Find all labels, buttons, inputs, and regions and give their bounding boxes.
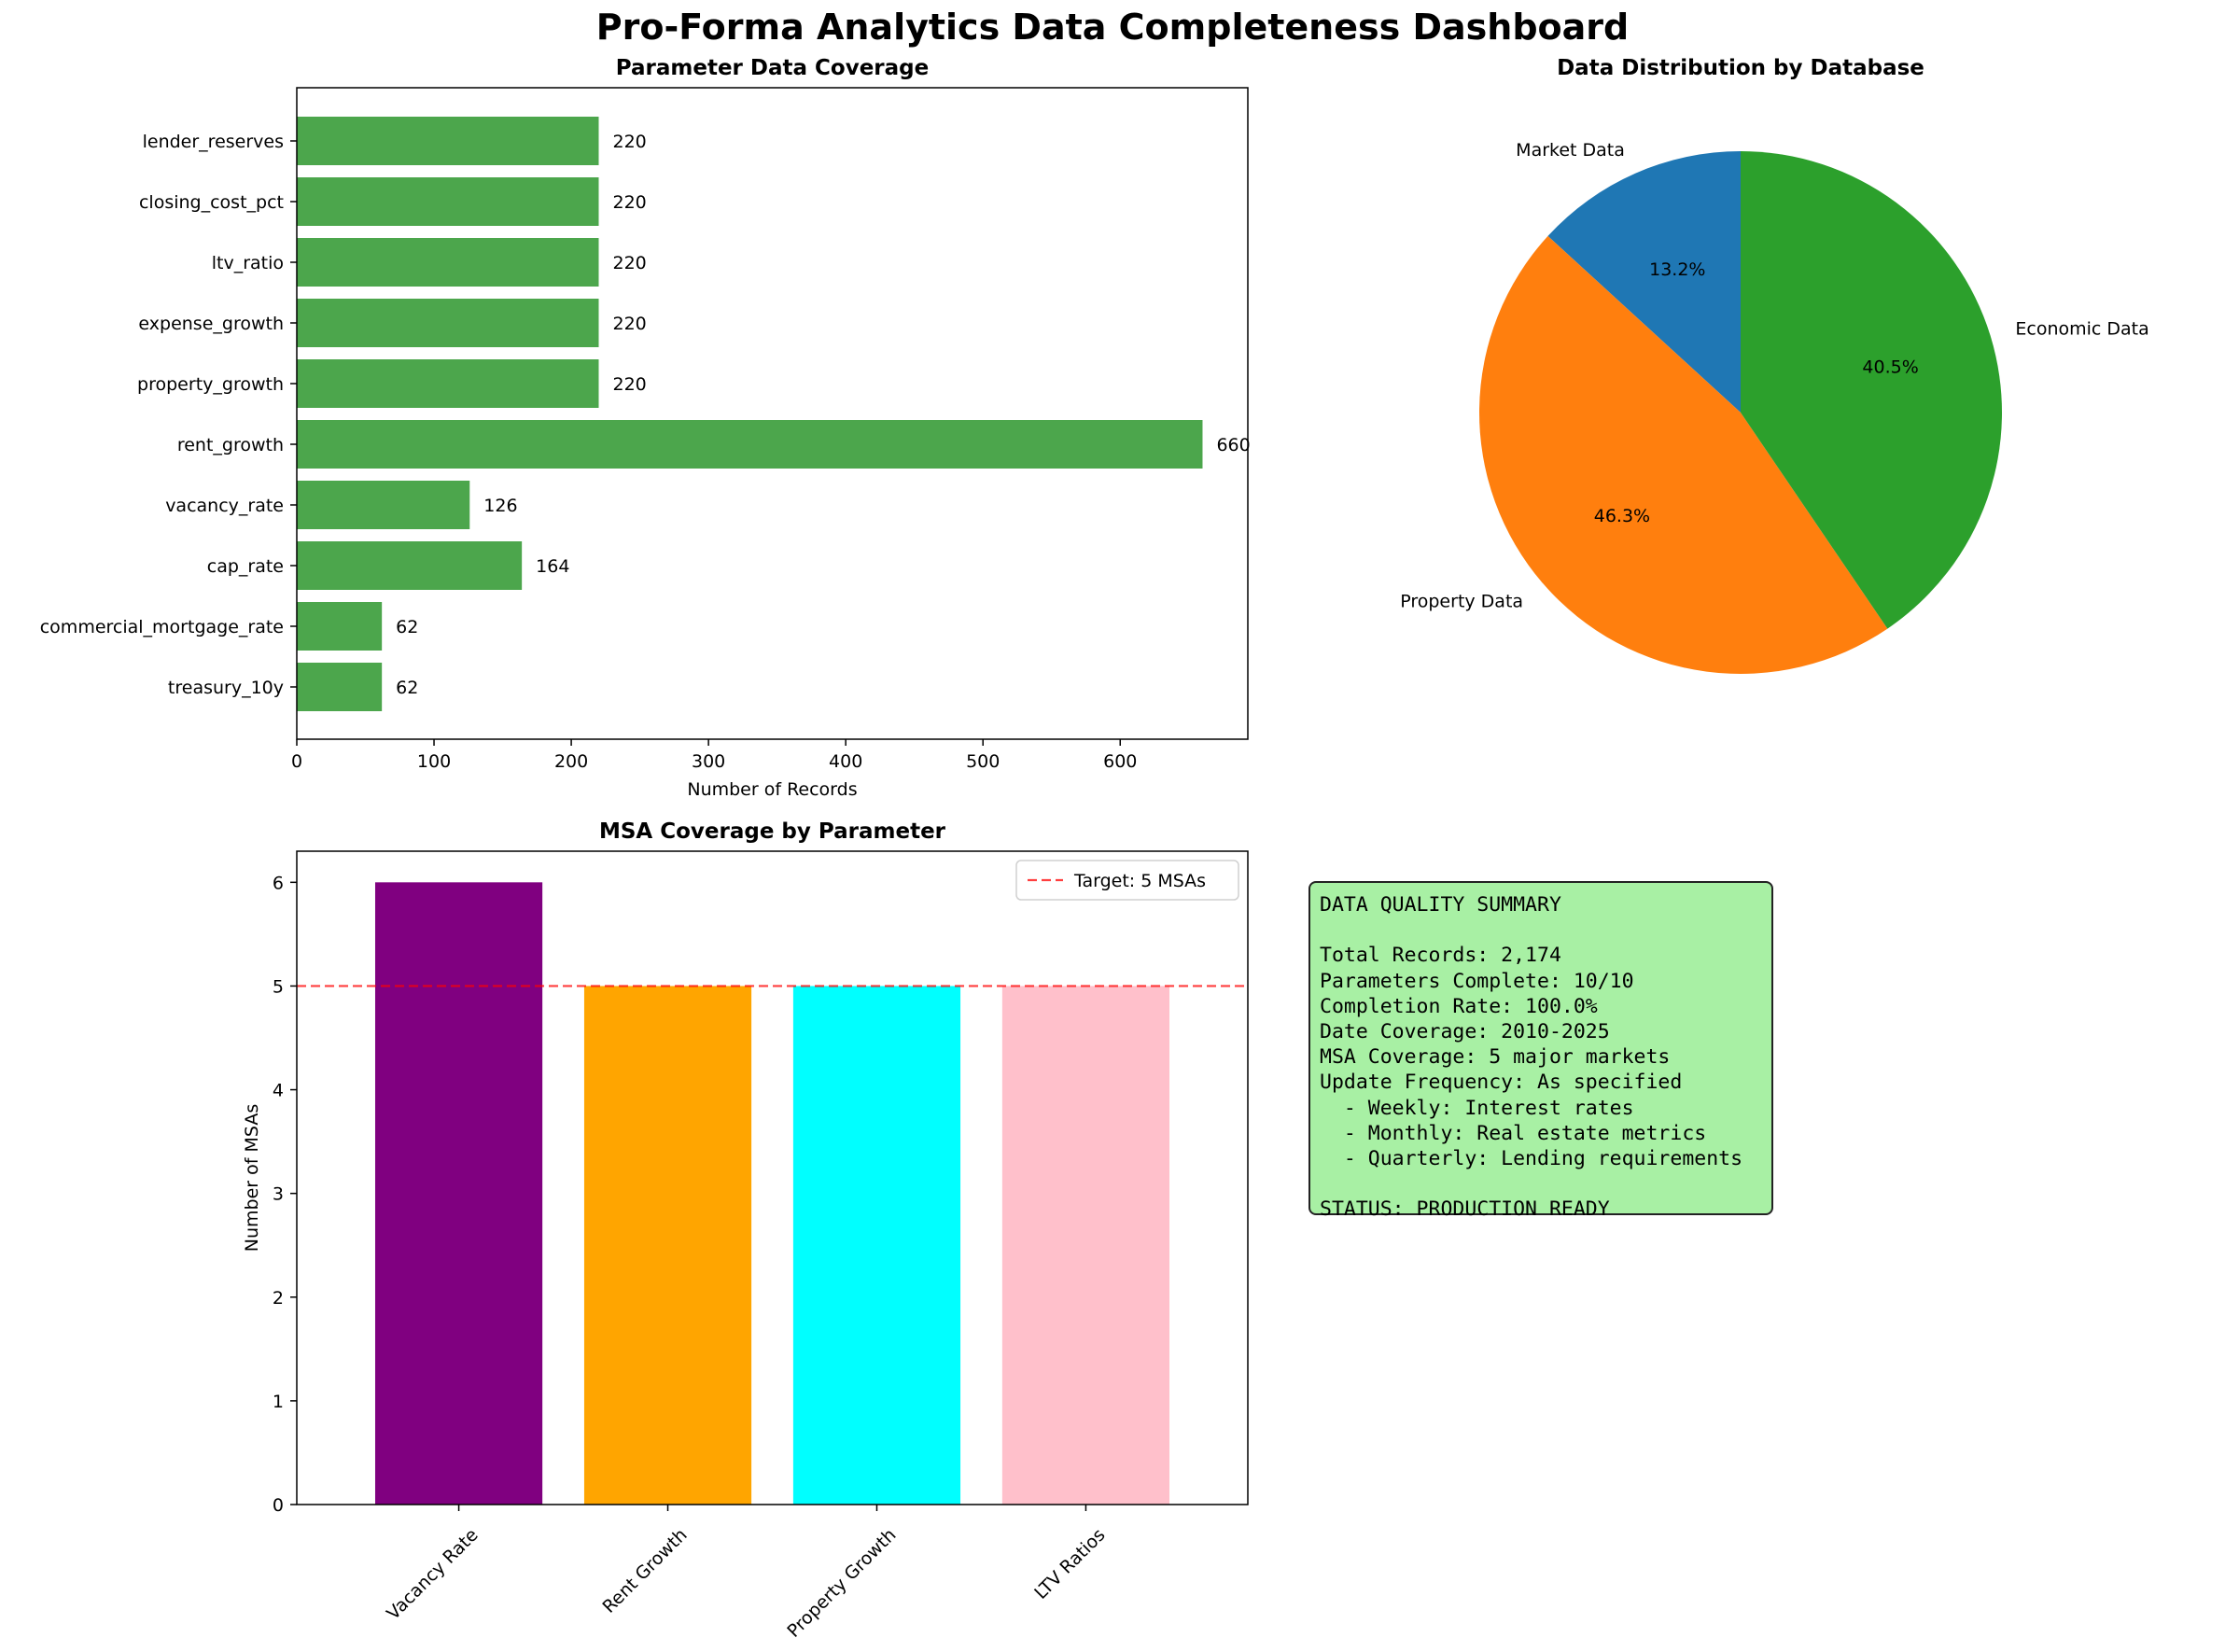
msa-chart-title: MSA Coverage by Parameter [599,819,946,844]
msa-plot-frame [296,850,1249,1505]
coverage-bar-expense_growth [297,299,599,347]
coverage-bar-treasury_10y [297,663,383,711]
pie-pct-label: 46.3% [1594,506,1650,526]
coverage-bar-rent_growth [297,420,1203,469]
pie-slice-economic-data [1741,151,2002,629]
coverage-bar-closing_cost_pct [297,177,599,226]
parameter-coverage-chart: Parameter Data Coverage 220 lender_reserve… [40,56,1251,800]
x-tick-label: 200 [554,751,588,772]
summary-line: Update Frequency: As specified [1320,1071,1683,1095]
summary-line: MSA Coverage: 5 major markets [1320,1045,1671,1070]
coverage-x-axis-label: Number of Records [687,779,857,800]
summary-line: DATA QUALITY SUMMARY [1320,893,1561,917]
figure-title: Pro-Forma Analytics Data Completeness Da… [596,7,1629,48]
msa-y-axis-label: Number of MSAs [242,1104,262,1252]
category-label: vacancy_rate [165,496,284,516]
msa-category-label: Property Growth [783,1525,900,1642]
x-tick-label: 100 [417,751,451,772]
summary-line: Total Records: 2,174 [1320,944,1561,968]
pie-pct-label: 40.5% [1862,357,1918,378]
coverage-value-label: 164 [536,556,569,577]
x-tick-label: 0 [291,751,302,772]
coverage-chart-title: Parameter Data Coverage [616,56,929,80]
y-tick-label: 3 [273,1184,284,1205]
summary-line [1320,1171,1762,1197]
y-tick-label: 2 [273,1288,284,1309]
x-tick-label: 300 [692,751,725,772]
coverage-value-label: 220 [612,132,646,152]
summary-line: Parameters Complete: 10/10 [1320,969,1634,993]
pie-label: Property Data [1400,591,1523,611]
legend-frame [1015,860,1239,901]
pie-label: Market Data [1516,140,1625,161]
data-quality-summary: DATA QUALITY SUMMARY Total Records: 2,174… [1308,881,1773,1221]
msa-category-label: Rent Growth [598,1525,691,1617]
msa-bar-ltv-ratios [1001,986,1170,1505]
y-tick-label: 0 [273,1495,284,1516]
msa-category-label: LTV Ratios [1030,1525,1109,1603]
coverage-value-label: 126 [483,496,517,516]
category-label: property_growth [137,374,284,395]
pie-pct-label: 13.2% [1649,259,1705,280]
coverage-plot-frame [296,87,1249,740]
x-tick-label: 600 [1103,751,1137,772]
y-tick-label: 5 [273,976,284,997]
category-label: closing_cost_pct [139,192,284,213]
coverage-value-label: 62 [396,678,418,698]
coverage-value-label: 62 [396,617,418,637]
database-distribution-pie: Data Distribution by Database Market Data… [1400,56,2149,675]
msa-bar-property-growth [792,986,961,1505]
coverage-bar-vacancy_rate [297,481,470,529]
coverage-bar-lender_reserves [297,117,599,165]
summary-line: Completion Rate: 100.0% [1320,994,1598,1018]
summary-line: STATUS: PRODUCTION READY [1320,1197,1610,1222]
y-tick-label: 4 [273,1081,284,1101]
pie-slice-property-data [1478,235,1888,675]
msa-bar-vacancy-rate [374,882,543,1505]
category-label: commercial_mortgage_rate [40,617,284,637]
summary-line: - Quarterly: Lending requirements [1320,1146,1743,1170]
msa-legend: Target: 5 MSAs [1015,860,1239,901]
y-tick-label: 6 [273,873,284,893]
coverage-value-label: 220 [612,314,646,334]
category-label: cap_rate [207,556,284,577]
summary-line [1320,917,1762,943]
pie-label: Economic Data [2015,318,2148,339]
y-tick-label: 1 [273,1392,284,1412]
pie-slice-market-data [1547,151,1741,413]
coverage-bar-ltv_ratio [297,238,599,287]
category-label: treasury_10y [168,678,284,698]
msa-bar-rent-growth [583,986,752,1505]
summary-line: - Weekly: Interest rates [1320,1096,1634,1120]
coverage-value-label: 220 [612,192,646,213]
category-label: ltv_ratio [212,253,284,273]
msa-category-label: Vacancy Rate [383,1525,482,1624]
msa-coverage-chart: MSA Coverage by Parameter Vacancy Rate Ren… [242,819,1249,1642]
summary-line: - Monthly: Real estate metrics [1320,1121,1707,1145]
x-tick-label: 400 [829,751,862,772]
coverage-value-label: 220 [612,374,646,395]
x-tick-label: 500 [966,751,1000,772]
coverage-bar-property_growth [297,359,599,408]
coverage-value-label: 220 [612,253,646,273]
category-label: lender_reserves [143,132,284,152]
coverage-bar-commercial_mortgage_rate [297,602,383,651]
category-label: rent_growth [177,435,284,455]
pie-chart-title: Data Distribution by Database [1557,56,1924,80]
category-label: expense_growth [138,314,284,334]
summary-line: Date Coverage: 2010-2025 [1320,1019,1610,1043]
legend-label: Target: 5 MSAs [1073,871,1206,891]
coverage-bar-cap_rate [297,541,523,590]
coverage-value-label: 660 [1216,435,1250,455]
